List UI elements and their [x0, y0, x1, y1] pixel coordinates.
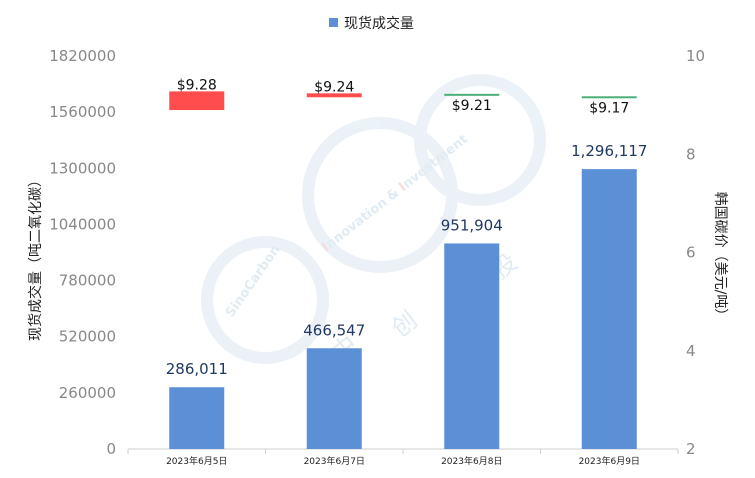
volume-data-label: 951,904 [441, 216, 503, 234]
x-tick-label: 2023年6月5日 [166, 455, 227, 467]
watermark-innovation: nnovation [323, 195, 390, 252]
y-tick-label: 260000 [59, 384, 116, 402]
price-candle [444, 93, 500, 96]
price-candle [169, 91, 225, 111]
x-tick-label: 2023年6月8日 [441, 455, 502, 467]
volume-data-label: 286,011 [166, 360, 228, 378]
y-tick-label: 520000 [59, 328, 116, 346]
price-label: $9.21 [452, 98, 492, 114]
legend-label: 现货成交量 [344, 15, 414, 32]
y-tick-label: 1040000 [49, 215, 116, 233]
y2-axis-ticks: 2 4 6 8 10 [686, 47, 705, 458]
watermark-ring-left [201, 236, 329, 364]
price-label: $9.17 [589, 100, 629, 116]
watermark-ring-right [414, 74, 546, 206]
price-label: $9.28 [177, 77, 217, 93]
y2-axis-title: 韩国碳价（美元/吨） [712, 192, 728, 323]
y-tick-label: 1560000 [49, 103, 116, 121]
volume-bar [444, 243, 500, 449]
y2-tick-label: 6 [686, 244, 696, 262]
y2-tick-label: 2 [686, 440, 696, 458]
volume-bar [169, 387, 225, 449]
y-tick-label: 1820000 [49, 47, 116, 65]
legend: 现货成交量 [329, 15, 414, 32]
y2-tick-label: 4 [686, 342, 696, 360]
y-axis-title: 现货成交量（吨二氧化碳） [27, 173, 44, 341]
y2-tick-label: 10 [686, 47, 705, 65]
price-candle [581, 96, 637, 99]
y2-tick-label: 8 [686, 145, 696, 163]
candle-series: $9.28 $9.24 $9.21 $9.17 [169, 77, 637, 116]
volume-data-label: 466,547 [303, 321, 365, 339]
price-label: $9.24 [314, 79, 354, 95]
y-tick-label: 0 [106, 440, 116, 458]
price-candle [306, 93, 362, 98]
x-tick-label: 2023年6月7日 [304, 455, 365, 467]
legend-swatch [329, 18, 338, 27]
watermark-char-2: 创 [386, 306, 422, 343]
y-tick-label: 1300000 [49, 159, 116, 177]
y-axis-ticks: 0 260000 520000 780000 1040000 1300000 1560000… [49, 47, 116, 458]
volume-bar [306, 348, 362, 449]
y-tick-label: 780000 [59, 272, 116, 290]
bar-series: 286,011 466,547 951,904 1,296,117 [166, 142, 647, 449]
volume-bar [581, 169, 637, 449]
volume-data-label: 1,296,117 [571, 142, 647, 160]
x-tick-label: 2023年6月9日 [579, 455, 640, 467]
x-axis-ticks: 2023年6月5日 2023年6月7日 2023年6月8日 2023年6月9日 [127, 449, 679, 467]
